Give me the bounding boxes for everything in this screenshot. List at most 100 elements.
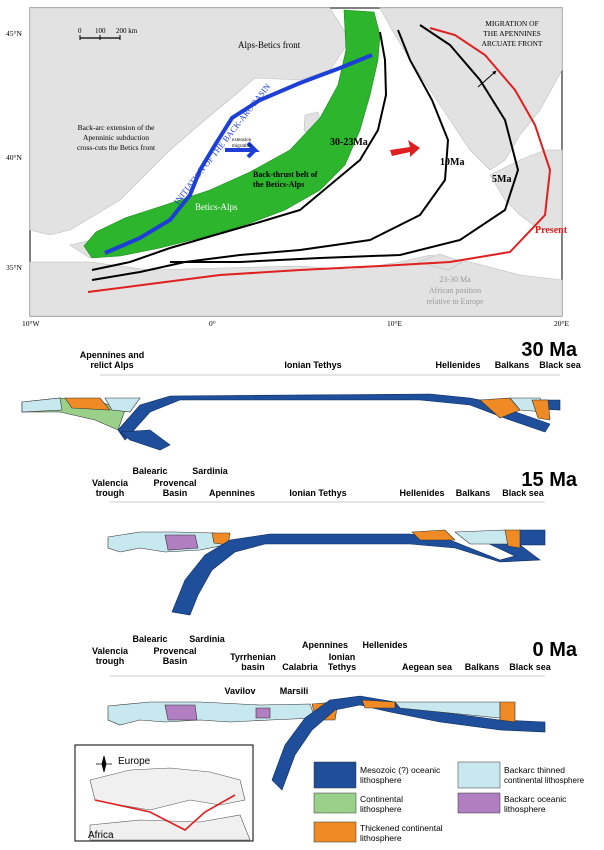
legend-label-oceanic-2: lithosphere <box>360 775 402 785</box>
red-arrow-icon <box>390 140 420 157</box>
label-tyrrhenian-0: Tyrrhenian <box>230 652 276 662</box>
age-title-15ma: 15 Ma <box>521 469 577 491</box>
label-basin-tyrr-0: basin <box>241 662 265 672</box>
label-hellenides-0: Hellenides <box>362 640 407 650</box>
extension-note-2: migration <box>232 144 252 149</box>
legend-label-thickened-2: lithosphere <box>360 833 402 843</box>
backarc-note-3: cross-cuts the Betics front <box>77 143 156 152</box>
backarc-mid-30 <box>104 397 141 413</box>
label-vavilov-0: Vavilov <box>224 686 255 696</box>
front-30-23ma <box>91 31 388 271</box>
age-30-23-label: 30-23Ma <box>330 137 368 148</box>
black-arrow-icon <box>477 70 497 88</box>
backarc-aegean-0 <box>394 701 501 719</box>
label-valencia-15: Valencia <box>92 478 129 488</box>
lat-label-45: 45°N <box>6 29 22 38</box>
section-30ma: 30 Ma Apennines and relict Alps Ionian T… <box>21 339 582 451</box>
label-calabria-0: Calabria <box>282 662 319 672</box>
migration-note-2: THE APENNINES <box>483 29 541 38</box>
label-marsili-0: Marsili <box>280 686 309 696</box>
label-balearic-15: Balearic <box>132 466 167 476</box>
inset-europe-label: Europe <box>118 756 151 767</box>
backarc-oceanic-15 <box>164 534 199 551</box>
label-balkans-0: Balkans <box>465 662 500 672</box>
front-5ma <box>170 24 520 263</box>
age-title-30ma: 30 Ma <box>521 339 577 361</box>
label-valencia-0: Valencia <box>92 646 129 656</box>
thickened-right-0 <box>499 701 516 723</box>
present-front <box>87 27 552 293</box>
scale-label-200: 200 km <box>116 27 138 35</box>
label-balearic-0: Balearic <box>132 634 167 644</box>
scale-label-100: 100 <box>95 27 106 35</box>
backarc-thinned-0 <box>107 701 316 726</box>
label-sardinia-15: Sardinia <box>192 466 229 476</box>
scale-label-0: 0 <box>78 27 82 35</box>
inset-map: Europe Africa <box>74 744 254 842</box>
legend-label-backarc-oceanic-1: Backarc oceanic <box>504 794 567 804</box>
label-provencal-0: Provencal <box>153 646 196 656</box>
label-balkans-30: Balkans <box>495 360 530 370</box>
backarc-axis-line <box>104 53 373 255</box>
legend-swatch-oceanic <box>313 761 357 789</box>
age-10-label: 10Ma <box>440 157 464 168</box>
label-provencal-15: Provencal <box>153 478 196 488</box>
thickened-left-30 <box>64 397 111 411</box>
label-black-sea-30: Black sea <box>539 360 582 370</box>
extension-note-1: extension <box>232 138 252 143</box>
label-sardinia-0: Sardinia <box>189 634 226 644</box>
label-ionian-tethys-30: Ionian Tethys <box>284 360 341 370</box>
alps-betics-front-label: Alps-Betics front <box>238 40 301 50</box>
lon-label-10w: 10°W <box>22 319 40 328</box>
legend-swatch-backarc-oceanic <box>457 792 501 814</box>
label-trough-15: trough <box>96 488 125 498</box>
migration-note-1: MIGRATION OF <box>485 19 539 28</box>
legend: Mesozoic (?) oceanic lithosphere Contine… <box>313 761 585 843</box>
backarc-note-1: Back-arc extension of the <box>78 123 156 132</box>
oceanic-slab-0 <box>271 695 546 791</box>
label-relict-alps: relict Alps <box>90 360 133 370</box>
label-basin-0: Basin <box>163 656 188 666</box>
label-apennines-15: Apennines <box>209 488 255 498</box>
age-5-label: 5Ma <box>492 174 511 185</box>
african-note-2: African position <box>429 286 481 295</box>
front-10ma <box>91 29 450 281</box>
section-0ma: 0 Ma Balearic Sardinia Apennines Helleni… <box>92 634 578 791</box>
lon-label-0: 0° <box>209 319 216 328</box>
migration-note-3: ARCUATE FRONT <box>481 39 542 48</box>
label-apennines-and: Apennines and <box>80 350 145 360</box>
label-hellenides-30: Hellenides <box>435 360 480 370</box>
backthrust-label-1: Back-thrust belt of <box>253 170 318 179</box>
backarc-oceanic-0b <box>255 707 271 719</box>
map-panel: 0 100 200 km Alps-Betics front MIGRATION… <box>6 7 569 328</box>
inset-section-line <box>94 794 236 831</box>
lat-label-40: 40°N <box>6 153 22 162</box>
label-ionian-0: Ionian <box>329 652 356 662</box>
african-note-3: relative to Europe <box>426 297 484 306</box>
betics-alps-belt <box>83 9 381 259</box>
present-label: Present <box>535 225 568 236</box>
lat-label-35: 35°N <box>6 263 22 272</box>
lon-label-10e: 10°E <box>387 319 402 328</box>
backarc-note-2: Apenninic subduction <box>83 133 149 142</box>
label-ionian-tethys-15: Ionian Tethys <box>289 488 346 498</box>
legend-label-backarc-thinned-1: Backarc thinned <box>504 765 565 775</box>
label-black-sea-0: Black sea <box>509 662 552 672</box>
north-arrow-icon <box>96 755 112 773</box>
backthrust-label-2: the Betics-Alps <box>253 180 304 189</box>
legend-label-oceanic-1: Mesozoic (?) oceanic <box>360 765 441 775</box>
section-15ma: 15 Ma Balearic Sardinia Valencia Provenc… <box>92 466 578 616</box>
thickened-hellenides-0 <box>361 699 396 709</box>
thickened-hellenides-15 <box>411 529 456 541</box>
inset-africa-label: Africa <box>88 830 114 841</box>
legend-label-continental-2: lithosphere <box>360 804 402 814</box>
lon-label-20e: 20°E <box>554 319 569 328</box>
label-hellenides-15: Hellenides <box>399 488 444 498</box>
legend-swatch-thickened <box>313 821 357 843</box>
label-trough-0: trough <box>96 656 125 666</box>
legend-label-thickened-1: Thickened continental <box>360 823 443 833</box>
label-aegean-sea-0: Aegean sea <box>402 662 453 672</box>
legend-label-continental-1: Continental <box>360 794 403 804</box>
backarc-left-30 <box>21 397 63 413</box>
